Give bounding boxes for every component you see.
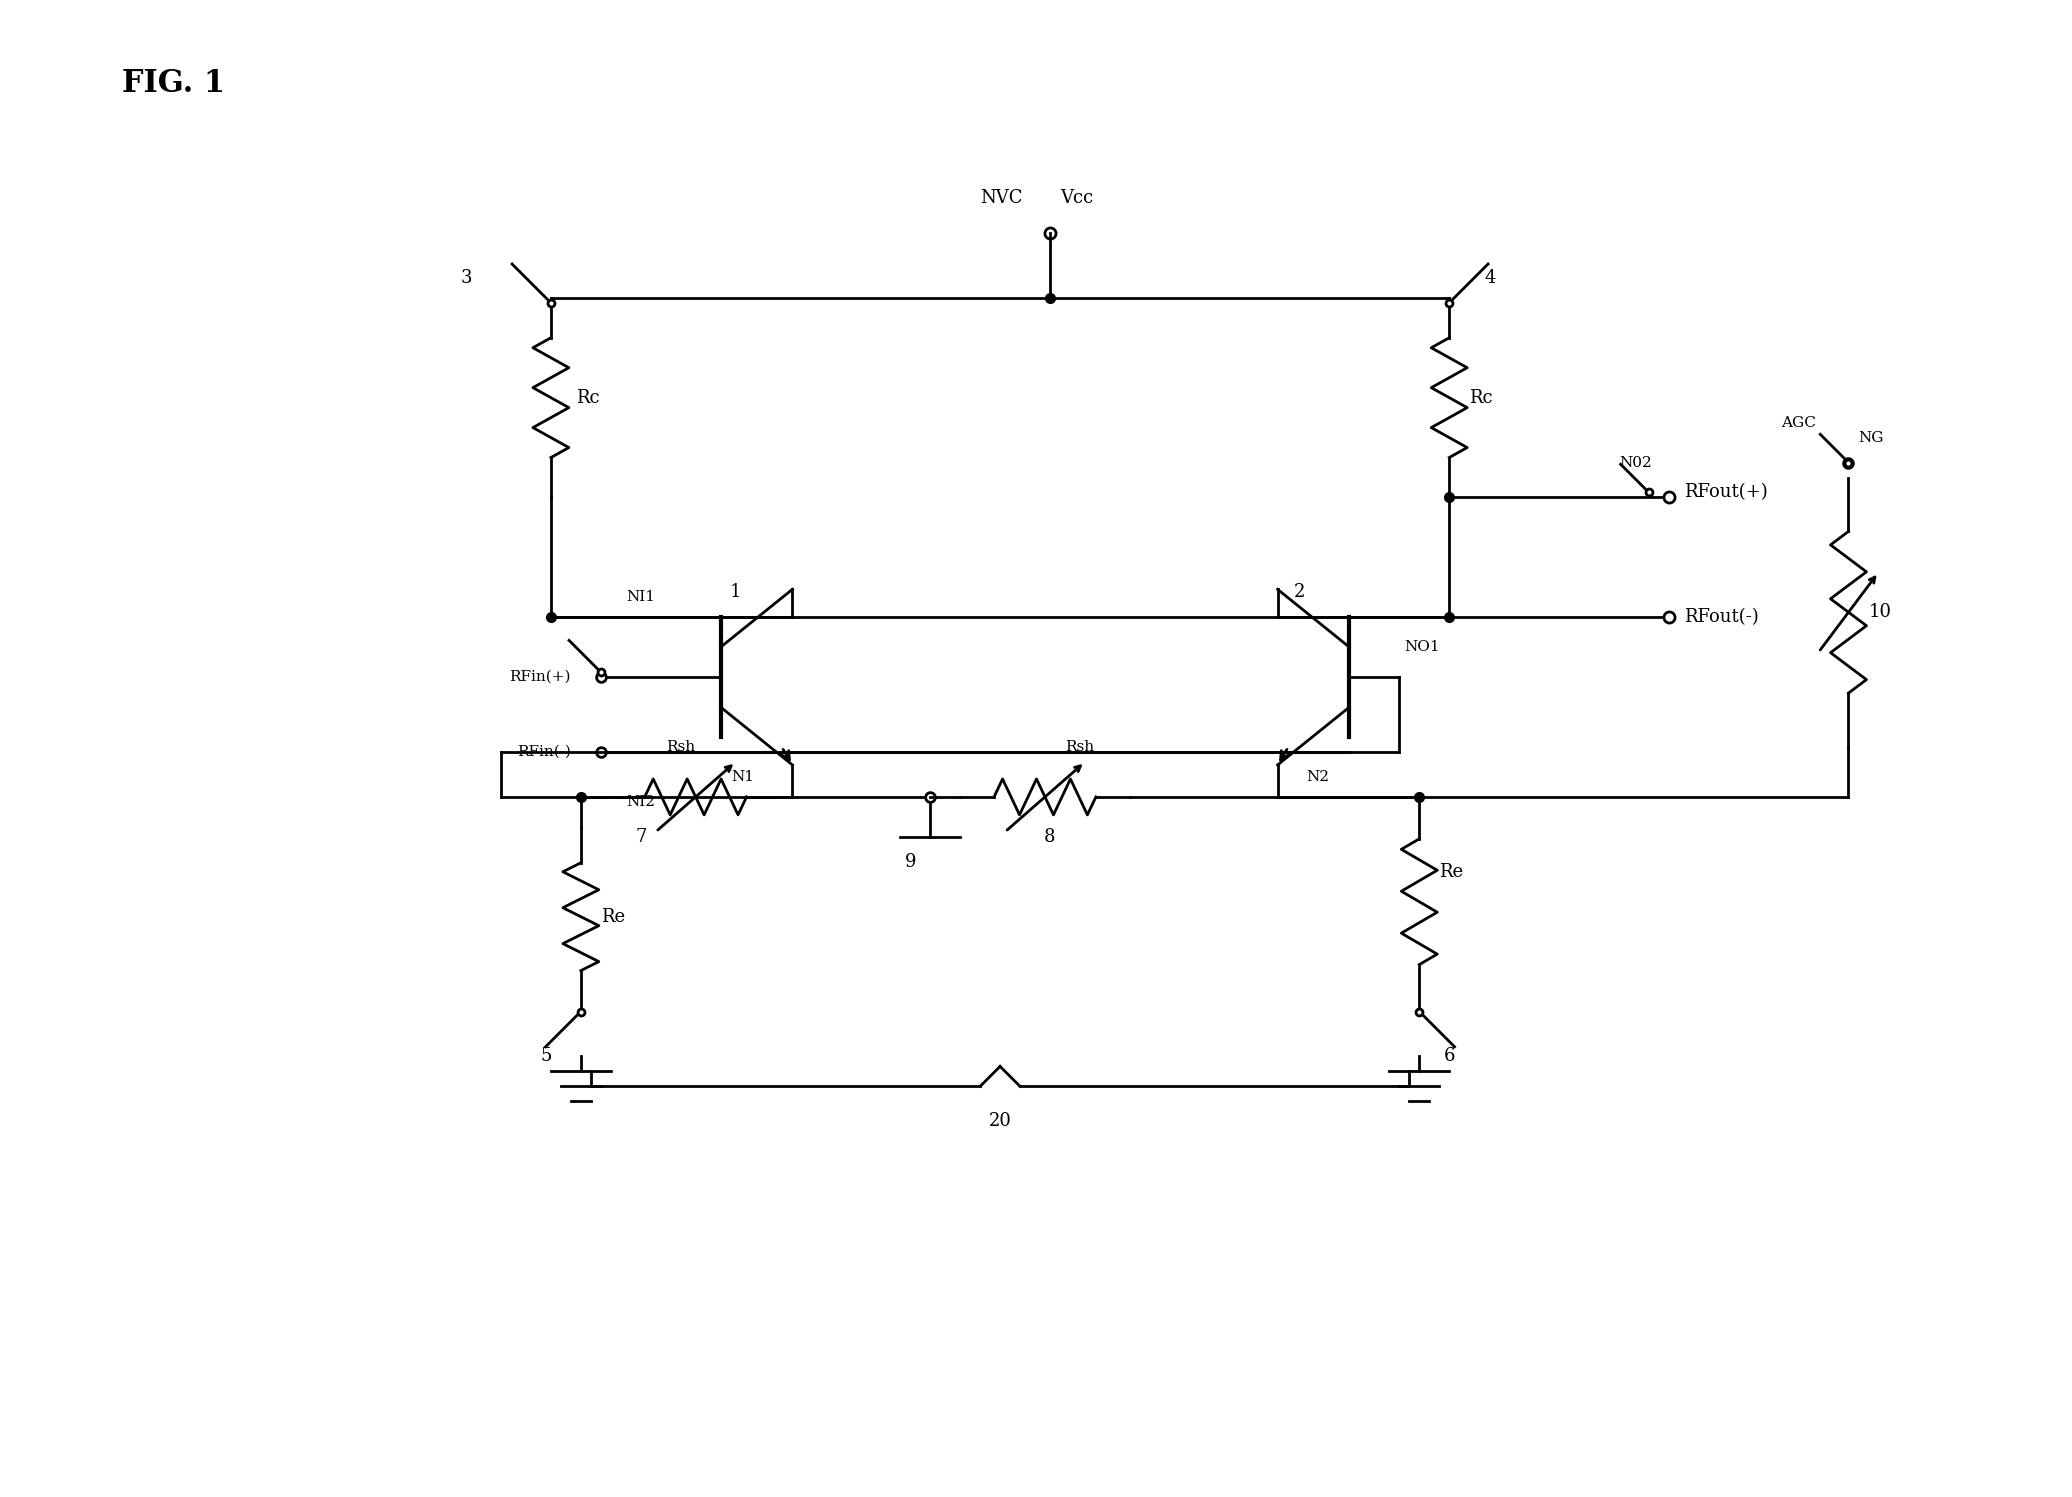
Text: Re: Re [601, 907, 626, 925]
Text: Rc: Rc [1469, 389, 1492, 407]
Text: Rsh: Rsh [665, 740, 696, 754]
Text: Rc: Rc [576, 389, 599, 407]
Text: 8: 8 [1044, 828, 1057, 846]
Text: 6: 6 [1444, 1048, 1455, 1066]
Text: NVC: NVC [980, 189, 1024, 207]
Text: Re: Re [1440, 862, 1463, 880]
Text: RFout(-): RFout(-) [1685, 608, 1759, 626]
Text: N2: N2 [1305, 769, 1328, 784]
Text: 9: 9 [905, 853, 916, 871]
Text: NI2: NI2 [626, 795, 655, 808]
Text: N02: N02 [1618, 455, 1651, 470]
Text: 10: 10 [1869, 603, 1892, 621]
Text: Rsh: Rsh [1065, 740, 1094, 754]
Text: RFin(+): RFin(+) [510, 671, 572, 684]
Text: Vcc: Vcc [1061, 189, 1094, 207]
Text: NO1: NO1 [1405, 641, 1440, 654]
Text: 7: 7 [634, 828, 646, 846]
Text: NG: NG [1859, 431, 1883, 445]
Text: 3: 3 [462, 269, 472, 287]
Text: 1: 1 [729, 584, 742, 602]
Text: N1: N1 [731, 769, 754, 784]
Text: 20: 20 [988, 1112, 1011, 1130]
Text: 2: 2 [1293, 584, 1305, 602]
Text: NI1: NI1 [626, 590, 655, 605]
Text: 4: 4 [1484, 269, 1496, 287]
Text: FIG. 1: FIG. 1 [122, 69, 224, 99]
Text: RFin(-): RFin(-) [518, 746, 572, 759]
Text: RFout(+): RFout(+) [1685, 484, 1767, 501]
Text: 5: 5 [541, 1048, 551, 1066]
Text: AGC: AGC [1782, 416, 1815, 430]
